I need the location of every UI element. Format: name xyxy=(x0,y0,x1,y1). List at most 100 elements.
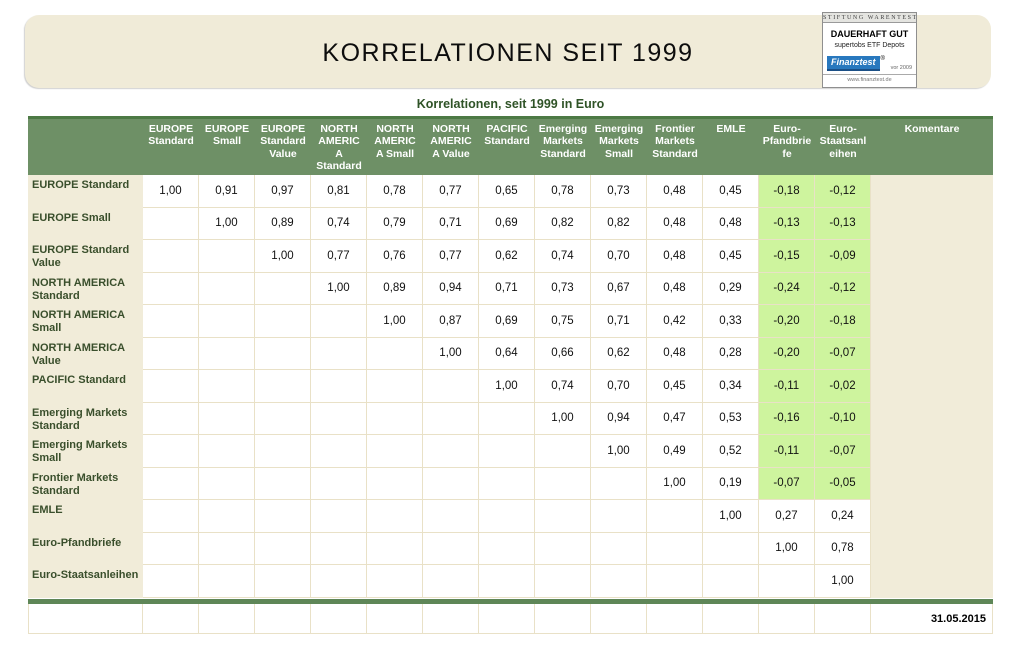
correlation-matrix: EUROPE Standard EUROPE Small EUROPE Standa… xyxy=(28,116,993,598)
matrix-cell xyxy=(255,337,311,370)
footer-cell xyxy=(703,604,759,634)
footer-cell xyxy=(28,604,143,634)
separator-bar xyxy=(28,599,993,604)
matrix-cell xyxy=(535,565,591,598)
matrix-cell: 1,00 xyxy=(143,175,199,208)
footer-cell xyxy=(143,604,199,634)
matrix-cell: 0,48 xyxy=(647,240,703,273)
matrix-cell xyxy=(535,532,591,565)
row-label-5: NORTH AMERICA Value xyxy=(28,337,143,370)
matrix-cell xyxy=(255,305,311,338)
badge-rating-text: DAUERHAFT GUT xyxy=(830,29,909,39)
matrix-cell: -0,20 xyxy=(759,337,815,370)
badge-logo-row: Finanztest ® vor 2009 xyxy=(823,56,916,71)
matrix-cell xyxy=(199,532,255,565)
matrix-cell: 0,45 xyxy=(647,370,703,403)
finanztest-logo: Finanztest xyxy=(827,56,880,71)
matrix-cell xyxy=(255,565,311,598)
matrix-cell: 0,62 xyxy=(479,240,535,273)
matrix-cell: -0,11 xyxy=(759,435,815,468)
matrix-cell: -0,16 xyxy=(759,402,815,435)
comment-cell xyxy=(871,532,993,565)
column-header-10: EMLE xyxy=(703,116,759,175)
matrix-cell xyxy=(367,402,423,435)
matrix-cell: 0,77 xyxy=(311,240,367,273)
matrix-cell: 1,00 xyxy=(311,272,367,305)
matrix-cell: 0,75 xyxy=(535,305,591,338)
matrix-cell: -0,07 xyxy=(815,435,871,468)
matrix-cell: -0,11 xyxy=(759,370,815,403)
column-header-0: EUROPE Standard xyxy=(143,116,199,175)
matrix-cell: 1,00 xyxy=(479,370,535,403)
matrix-cell: 0,48 xyxy=(647,337,703,370)
matrix-cell xyxy=(199,240,255,273)
matrix-cell: -0,10 xyxy=(815,402,871,435)
badge-url: www.finanztest.de xyxy=(823,74,916,85)
matrix-cell: 0,28 xyxy=(703,337,759,370)
registered-mark: ® xyxy=(880,56,885,62)
comment-cell xyxy=(871,435,993,468)
footer-cell xyxy=(423,604,479,634)
matrix-cell: 1,00 xyxy=(199,207,255,240)
matrix-cell xyxy=(647,532,703,565)
matrix-cell xyxy=(703,532,759,565)
row-label-10: EMLE xyxy=(28,500,143,533)
matrix-cell: 1,00 xyxy=(815,565,871,598)
matrix-cell: 0,47 xyxy=(647,402,703,435)
matrix-cell: 0,74 xyxy=(535,240,591,273)
matrix-cell xyxy=(255,532,311,565)
row-label-1: EUROPE Small xyxy=(28,207,143,240)
matrix-cell xyxy=(311,435,367,468)
matrix-cell xyxy=(199,565,255,598)
row-label-7: Emerging Markets Standard xyxy=(28,402,143,435)
matrix-cell xyxy=(479,402,535,435)
matrix-cell: 0,66 xyxy=(535,337,591,370)
matrix-cell: 0,53 xyxy=(703,402,759,435)
column-header-8: Emerging Markets Small xyxy=(591,116,647,175)
matrix-cell: 0,82 xyxy=(591,207,647,240)
column-header-12: Euro- Staatsanl eihen xyxy=(815,116,871,175)
matrix-cell xyxy=(143,337,199,370)
matrix-cell xyxy=(759,565,815,598)
matrix-cell: 0,70 xyxy=(591,370,647,403)
matrix-cell xyxy=(143,532,199,565)
matrix-cell: 0,78 xyxy=(367,175,423,208)
row-label-9: Frontier Markets Standard xyxy=(28,467,143,500)
matrix-cell: -0,13 xyxy=(815,207,871,240)
matrix-cell: -0,02 xyxy=(815,370,871,403)
matrix-cell xyxy=(199,305,255,338)
report-date: 31.05.2015 xyxy=(871,604,993,634)
matrix-cell: -0,05 xyxy=(815,467,871,500)
matrix-cell: 0,69 xyxy=(479,305,535,338)
matrix-cell: 0,94 xyxy=(423,272,479,305)
badge-subject-text: supertobs ETF Depots xyxy=(834,42,905,49)
matrix-cell xyxy=(479,565,535,598)
matrix-cell xyxy=(535,435,591,468)
matrix-cell xyxy=(311,337,367,370)
matrix-cell xyxy=(143,500,199,533)
comment-cell xyxy=(871,337,993,370)
matrix-cell xyxy=(311,500,367,533)
row-label-4: NORTH AMERICA Small xyxy=(28,305,143,338)
matrix-cell xyxy=(647,500,703,533)
matrix-cell xyxy=(143,305,199,338)
comment-cell xyxy=(871,272,993,305)
comment-cell xyxy=(871,305,993,338)
matrix-cell xyxy=(255,370,311,403)
matrix-cell: 1,00 xyxy=(591,435,647,468)
matrix-cell xyxy=(479,435,535,468)
matrix-cell: 0,89 xyxy=(255,207,311,240)
matrix-cell xyxy=(423,467,479,500)
matrix-cell: -0,18 xyxy=(815,305,871,338)
matrix-cell: 0,33 xyxy=(703,305,759,338)
row-label-8: Emerging Markets Small xyxy=(28,435,143,468)
matrix-cell xyxy=(311,305,367,338)
comment-cell xyxy=(871,175,993,208)
matrix-cell xyxy=(199,337,255,370)
column-header-9: Frontier Markets Standard xyxy=(647,116,703,175)
matrix-cell xyxy=(591,565,647,598)
matrix-cell xyxy=(647,565,703,598)
matrix-cell: -0,15 xyxy=(759,240,815,273)
matrix-cell: 0,71 xyxy=(591,305,647,338)
matrix-cell: 0,67 xyxy=(591,272,647,305)
